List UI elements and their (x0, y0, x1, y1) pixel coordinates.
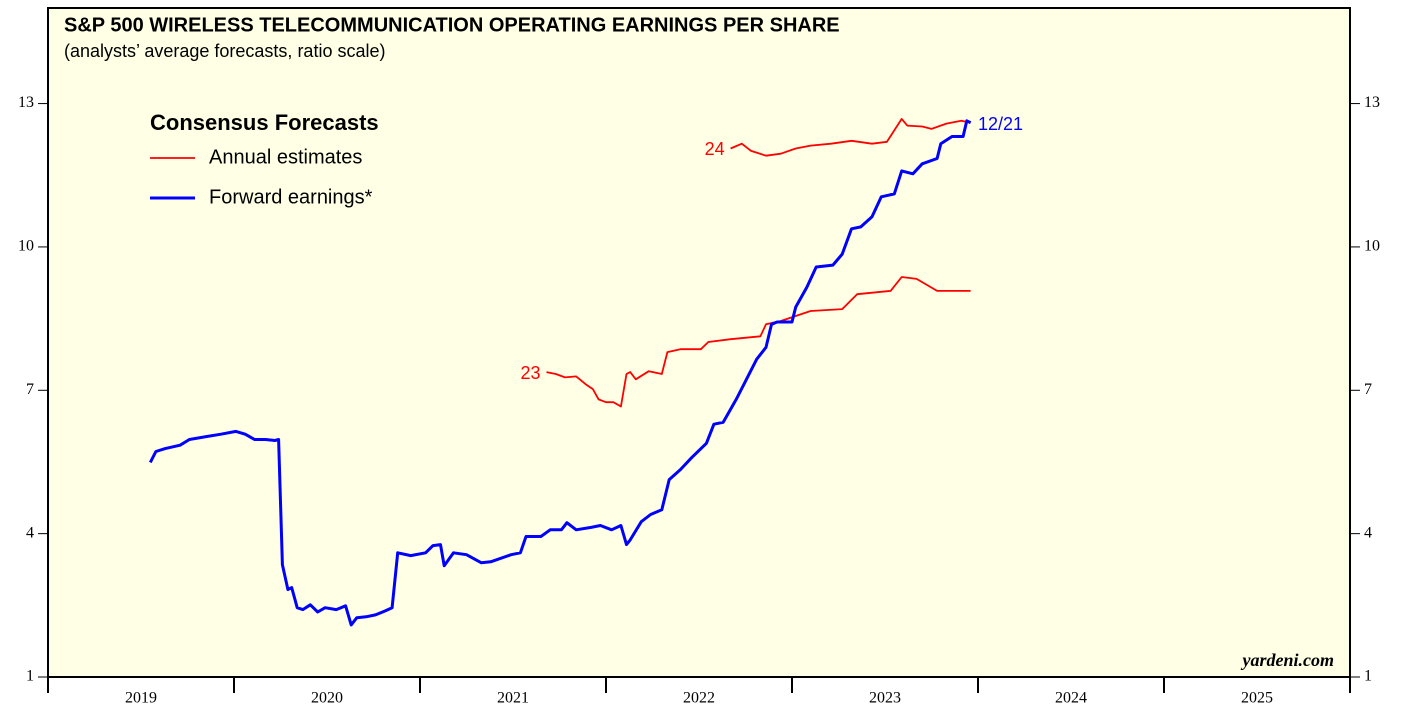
series-line (148, 119, 972, 627)
source: yardeni.com (1241, 650, 1335, 670)
series-line (730, 118, 971, 157)
x-tick-label: 2022 (683, 690, 715, 707)
date-label: 12/21 (978, 114, 1023, 134)
legend-label: Annual estimates (209, 146, 362, 168)
legend-label: Forward earnings* (209, 186, 373, 208)
x-tick-label: 2020 (311, 690, 343, 707)
series-line (546, 276, 971, 408)
plot-area (47, 7, 1351, 678)
y-tick-label: 1 (26, 668, 34, 685)
x-tick-label: 2019 (125, 690, 157, 707)
x-tick-label: 2021 (497, 690, 529, 707)
x-tick-label: 2024 (1055, 690, 1087, 707)
y2-tick-label: 4 (1364, 524, 1372, 541)
y-tick-label: 13 (18, 94, 34, 111)
y2-tick-label: 7 (1364, 381, 1372, 398)
chart-title: S&P 500 WIRELESS TELECOMMUNICATION OPERA… (64, 14, 840, 36)
y-tick-label: 4 (26, 524, 34, 541)
series-label: 24 (705, 139, 725, 159)
legend-title: Consensus Forecasts (150, 110, 379, 135)
y2-tick-label: 1 (1364, 668, 1372, 685)
y-tick-label: 10 (18, 238, 34, 255)
x-tick-label: 2023 (869, 690, 901, 707)
y2-tick-label: 13 (1364, 94, 1380, 111)
x-tick-label: 2025 (1241, 690, 1273, 707)
y-tick-label: 7 (26, 381, 34, 398)
chart-subtitle: (analysts’ average forecasts, ratio scal… (64, 41, 385, 61)
series-label: 23 (520, 363, 540, 383)
y2-tick-label: 10 (1364, 238, 1380, 255)
